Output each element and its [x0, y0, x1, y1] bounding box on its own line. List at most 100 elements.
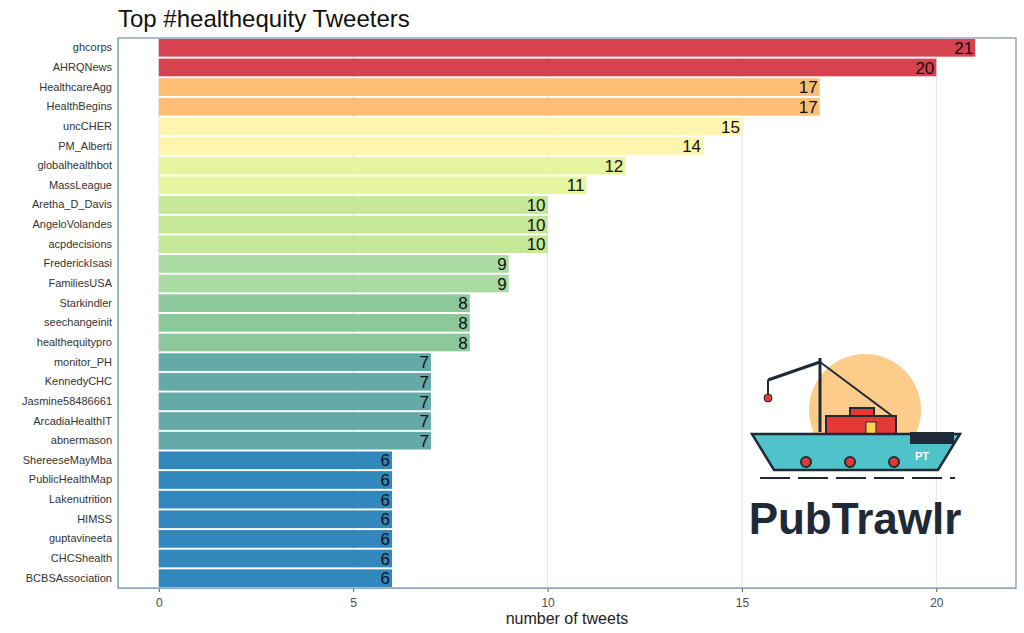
x-tick: 20 [930, 588, 944, 610]
data-label: 8 [458, 314, 467, 333]
plot-background [118, 38, 1016, 588]
y-tick: globalhealthbot [37, 159, 118, 171]
logo-porthole [845, 457, 855, 467]
data-label: 7 [419, 432, 428, 451]
bar [159, 157, 625, 175]
y-tick: BCBSAssociation [26, 572, 118, 584]
y-tick: HealthcareAgg [39, 81, 118, 93]
bar [159, 98, 820, 116]
y-tick-label: Starkindler [59, 297, 112, 309]
y-tick-label: PublicHealthMap [29, 473, 112, 485]
y-tick-label: BCBSAssociation [26, 572, 112, 584]
bar [159, 118, 742, 136]
x-axis-title: number of tweets [506, 610, 629, 627]
data-label: 9 [497, 275, 506, 294]
data-label: 10 [527, 216, 546, 235]
x-tick: 5 [350, 588, 357, 610]
logo-water [760, 477, 955, 479]
y-tick-label: PM_Alberti [58, 140, 112, 152]
bar [159, 137, 703, 155]
x-axis: 0 5 10 15 20 [119, 588, 1017, 610]
y-tick: HealthBegins [47, 100, 118, 112]
data-label: 20 [915, 59, 934, 78]
logo-mast [819, 358, 822, 432]
data-label: 6 [381, 569, 390, 588]
y-tick: PublicHealthMap [29, 473, 118, 485]
y-tick-label: globalhealthbot [37, 159, 112, 171]
y-tick: abnermason [51, 434, 118, 446]
bars [159, 39, 975, 587]
y-tick-label: monitor_PH [54, 356, 112, 368]
bar [159, 569, 392, 587]
bar [159, 451, 392, 469]
logo-cabin-roof [850, 408, 874, 416]
plot-frame [118, 38, 1016, 588]
y-tick: ShereeseMayMba [23, 454, 118, 466]
y-tick: FrederickIsasi [44, 257, 118, 269]
y-tick-label: FamiliesUSA [48, 277, 112, 289]
logo-hook [764, 394, 772, 402]
data-labels: 212017171514121110101099888777776666666 [381, 39, 974, 588]
y-tick-label: uncCHER [63, 120, 112, 132]
data-label: 8 [458, 294, 467, 313]
y-tick: guptavineeta [49, 532, 118, 544]
y-tick-label: HealthcareAgg [39, 81, 112, 93]
data-label: 17 [799, 78, 818, 97]
y-tick-label: AHRQNews [53, 61, 113, 73]
x-tick-label: 20 [930, 596, 944, 610]
y-tick: CHCShealth [51, 552, 118, 564]
y-tick-label: ghcorps [73, 41, 113, 53]
bar [159, 353, 431, 371]
data-label: 6 [381, 491, 390, 510]
x-tick-label: 0 [156, 596, 163, 610]
y-tick-label: ShereeseMayMba [23, 454, 113, 466]
y-tick-label: CHCShealth [51, 552, 112, 564]
y-tick: AHRQNews [53, 61, 118, 73]
y-tick: KennedyCHC [45, 375, 118, 387]
bar [159, 255, 509, 273]
y-tick-label: ArcadiaHealthIT [33, 415, 112, 427]
y-tick-label: acpdecisions [48, 238, 112, 250]
y-tick-label: Jasmine58486661 [22, 395, 112, 407]
x-tick-label: 10 [541, 596, 555, 610]
bar [159, 216, 548, 234]
bar [159, 432, 431, 450]
y-tick: acpdecisions [48, 238, 118, 250]
bar [159, 78, 820, 96]
y-tick: MassLeague [49, 179, 118, 191]
bar [159, 294, 470, 312]
logo-rope [767, 380, 769, 395]
y-tick: PM_Alberti [58, 140, 118, 152]
y-tick: Starkindler [59, 297, 118, 309]
chart: PTPubTrawlr21201717151412111010109988877… [0, 0, 1024, 633]
data-label: 12 [604, 157, 623, 176]
x-tick: 0 [156, 588, 163, 610]
y-tick: seechangeinit [44, 316, 118, 328]
data-label: 6 [381, 550, 390, 569]
y-tick: uncCHER [63, 120, 118, 132]
x-tick: 15 [736, 588, 750, 610]
y-tick-label: HealthBegins [47, 100, 113, 112]
y-tick-label: MassLeague [49, 179, 112, 191]
y-tick-label: abnermason [51, 434, 112, 446]
data-label: 6 [381, 530, 390, 549]
y-tick: healthequitypro [37, 336, 118, 348]
bar [159, 530, 392, 548]
y-tick-label: Lakenutrition [49, 493, 112, 505]
y-tick-label: KennedyCHC [45, 375, 112, 387]
bar [159, 334, 470, 352]
logo-porthole [889, 457, 899, 467]
data-label: 6 [381, 471, 390, 490]
y-tick-label: seechangeinit [44, 316, 112, 328]
x-tick-label: 15 [736, 596, 750, 610]
bar [159, 373, 431, 391]
data-label: 10 [527, 235, 546, 254]
bar [159, 176, 587, 194]
data-label: 7 [419, 353, 428, 372]
bar [159, 510, 392, 528]
y-tick-label: guptavineeta [49, 532, 113, 544]
y-tick-label: healthequitypro [37, 336, 112, 348]
data-label: 10 [527, 196, 546, 215]
bar [159, 314, 470, 332]
y-tick-label: HIMSS [77, 513, 112, 525]
